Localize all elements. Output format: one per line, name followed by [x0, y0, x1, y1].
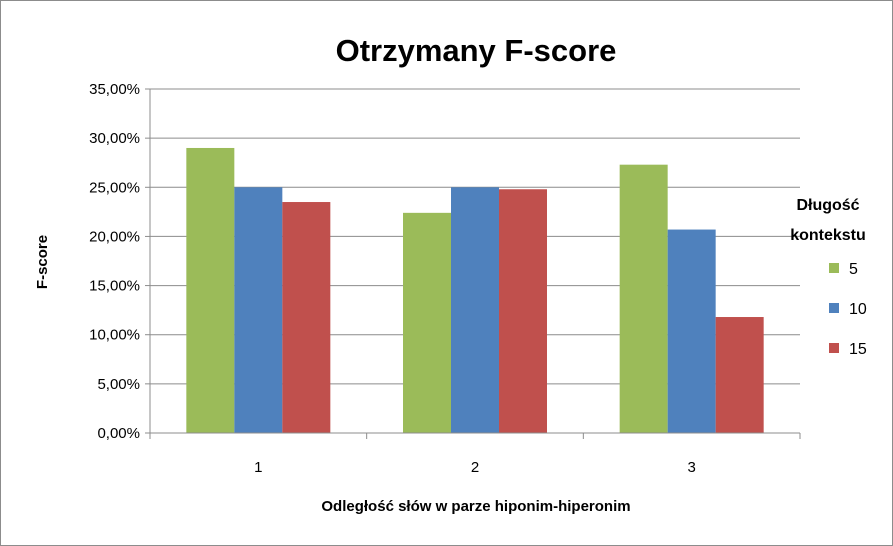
legend-label-5: 5 [849, 261, 858, 278]
x-tick-labels: 1 2 3 [254, 459, 696, 476]
y-tick-label: 30,00% [89, 130, 140, 147]
y-tick-label: 25,00% [89, 179, 140, 196]
bar-series-15-cat-1 [282, 202, 331, 433]
bar-series-15-cat-3 [715, 317, 764, 433]
legend-title-line-2: kontekstu [790, 227, 866, 244]
y-axis-title: F-score [34, 235, 51, 289]
x-tick-label: 3 [687, 459, 695, 476]
legend-swatch-15 [829, 343, 839, 353]
legend-title-line-1: Długość [796, 197, 859, 214]
y-tick-label: 0,00% [97, 425, 140, 442]
legend: Długość kontekstu 5 10 15 [790, 197, 867, 358]
legend-items: 5 10 15 [829, 261, 867, 358]
y-tick-label: 35,00% [89, 81, 140, 98]
legend-swatch-5 [829, 263, 839, 273]
bar-series-15-cat-2 [499, 189, 547, 433]
chart-title: Otrzymany F-score [336, 33, 617, 68]
y-tick-label: 15,00% [89, 278, 140, 295]
x-axis-title: Odległość słów w parze hiponim-hiperonim [321, 498, 630, 515]
x-tick-label: 1 [254, 459, 262, 476]
legend-swatch-10 [829, 303, 839, 313]
bar-series-10-cat-3 [667, 229, 716, 433]
y-tick-label: 5,00% [97, 376, 140, 393]
bar-series-10-cat-1 [234, 187, 283, 433]
y-tick-label: 10,00% [89, 327, 140, 344]
legend-label-10: 10 [849, 301, 867, 318]
bar-series-10-cat-2 [451, 187, 499, 433]
bar-series-5-cat-1 [186, 147, 235, 433]
bar-series-5-cat-2 [403, 212, 451, 433]
bar-series-5-cat-3 [619, 164, 668, 433]
bars [186, 147, 764, 433]
legend-label-15: 15 [849, 341, 867, 358]
y-tick-label: 20,00% [89, 228, 140, 245]
x-tick-label: 2 [471, 459, 479, 476]
axes [145, 88, 801, 439]
y-tick-labels: 0,00% 5,00% 10,00% 15,00% 20,00% 25,00% 30,00%… [89, 81, 140, 442]
